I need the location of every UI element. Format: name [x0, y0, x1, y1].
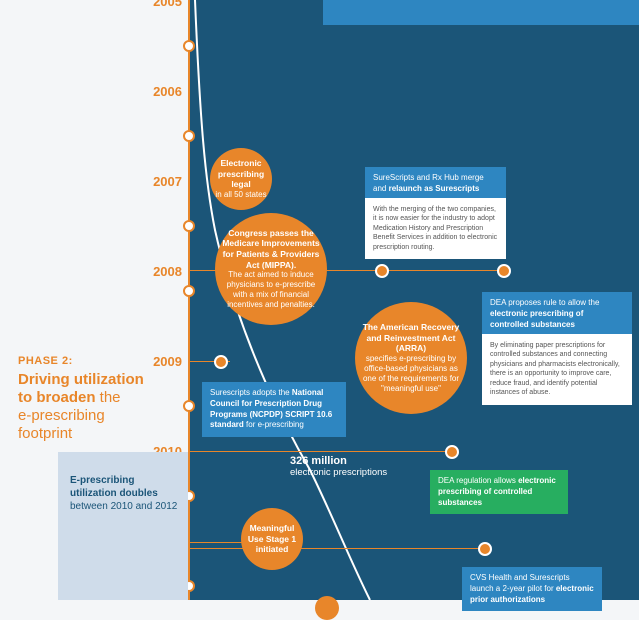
year-tick [183, 285, 195, 297]
event-dea-2008-title: DEA proposes rule to allow the electroni… [482, 292, 632, 337]
event-2007-legal: Electronic prescribing legal in all 50 st… [210, 148, 272, 210]
event-marker [214, 355, 228, 369]
event-marker [375, 264, 389, 278]
event-marker [478, 542, 492, 556]
utilization-doubles-panel: E-prescribing utilization doubles betwee… [58, 452, 188, 600]
year-2009: 2009 [153, 354, 182, 369]
phase-title: Driving utilization to broaden the e-pre… [18, 371, 144, 442]
year-2008-line [190, 270, 503, 271]
stat-label: electronic prescriptions [290, 467, 388, 478]
event-arra: The American Recovery and Reinvestment A… [355, 302, 467, 414]
year-2011-line-2 [190, 548, 490, 549]
year-2006: 2006 [153, 84, 182, 99]
year-2011-line [190, 542, 250, 543]
year-2008: 2008 [153, 264, 182, 279]
year-tick [183, 220, 195, 232]
event-dea-2008-body: By eliminating paper prescriptions for c… [482, 334, 632, 405]
year-2005: 2005 [153, 0, 182, 9]
event-marker [497, 264, 511, 278]
year-tick [183, 400, 195, 412]
year-tick [183, 40, 195, 52]
timeline-axis [188, 0, 190, 600]
year-2010-line [190, 451, 455, 452]
phase-label: PHASE 2: [18, 355, 73, 367]
event-surescripts-merge-body: With the merging of the two companies, i… [365, 198, 506, 260]
prescription-stat: 326 million electronic prescriptions [290, 455, 387, 478]
event-dea-2010: DEA regulation allows electronic prescri… [430, 470, 568, 515]
event-cvs-pilot: CVS Health and Surescripts launch a 2-ye… [462, 567, 602, 612]
top-event-box [323, 0, 639, 25]
event-mippa: Congress passes the Medicare Improvement… [215, 213, 327, 325]
event-surescripts-merge-title: SureScripts and Rx Hub merge and relaunc… [365, 167, 506, 201]
year-2007: 2007 [153, 174, 182, 189]
phase-2-heading: PHASE 2: Driving utilization to broaden … [18, 355, 183, 443]
event-marker [445, 445, 459, 459]
year-2009-line [190, 361, 230, 362]
utilization-doubles-text: E-prescribing utilization doubles betwee… [70, 475, 178, 512]
trend-curve [194, 0, 371, 600]
event-ncpdp-standard: Surescripts adopts the National Council … [202, 382, 346, 438]
stat-number: 326 million [290, 455, 347, 467]
event-meaningful-use-1: Meaningful Use Stage 1 initiated [241, 508, 303, 570]
year-tick [183, 130, 195, 142]
